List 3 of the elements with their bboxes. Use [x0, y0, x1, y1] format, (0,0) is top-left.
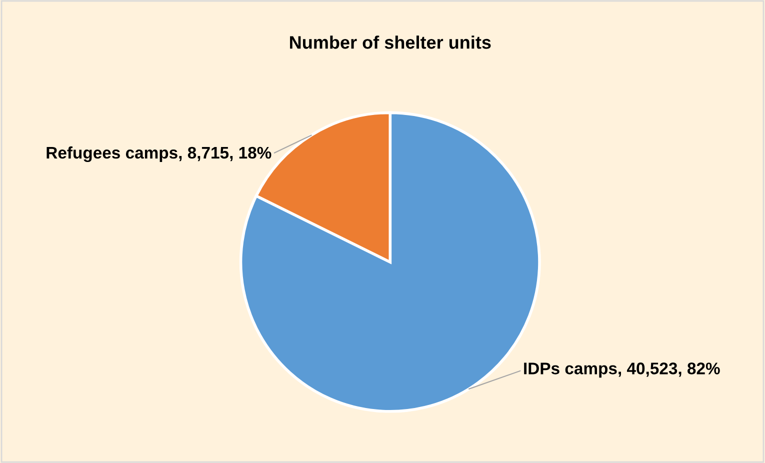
- slice-label: Refugees camps, 8,715, 18%: [46, 146, 272, 162]
- slice-label: IDPs camps, 40,523, 82%: [524, 362, 720, 378]
- chart-title: Number of shelter units: [290, 36, 491, 49]
